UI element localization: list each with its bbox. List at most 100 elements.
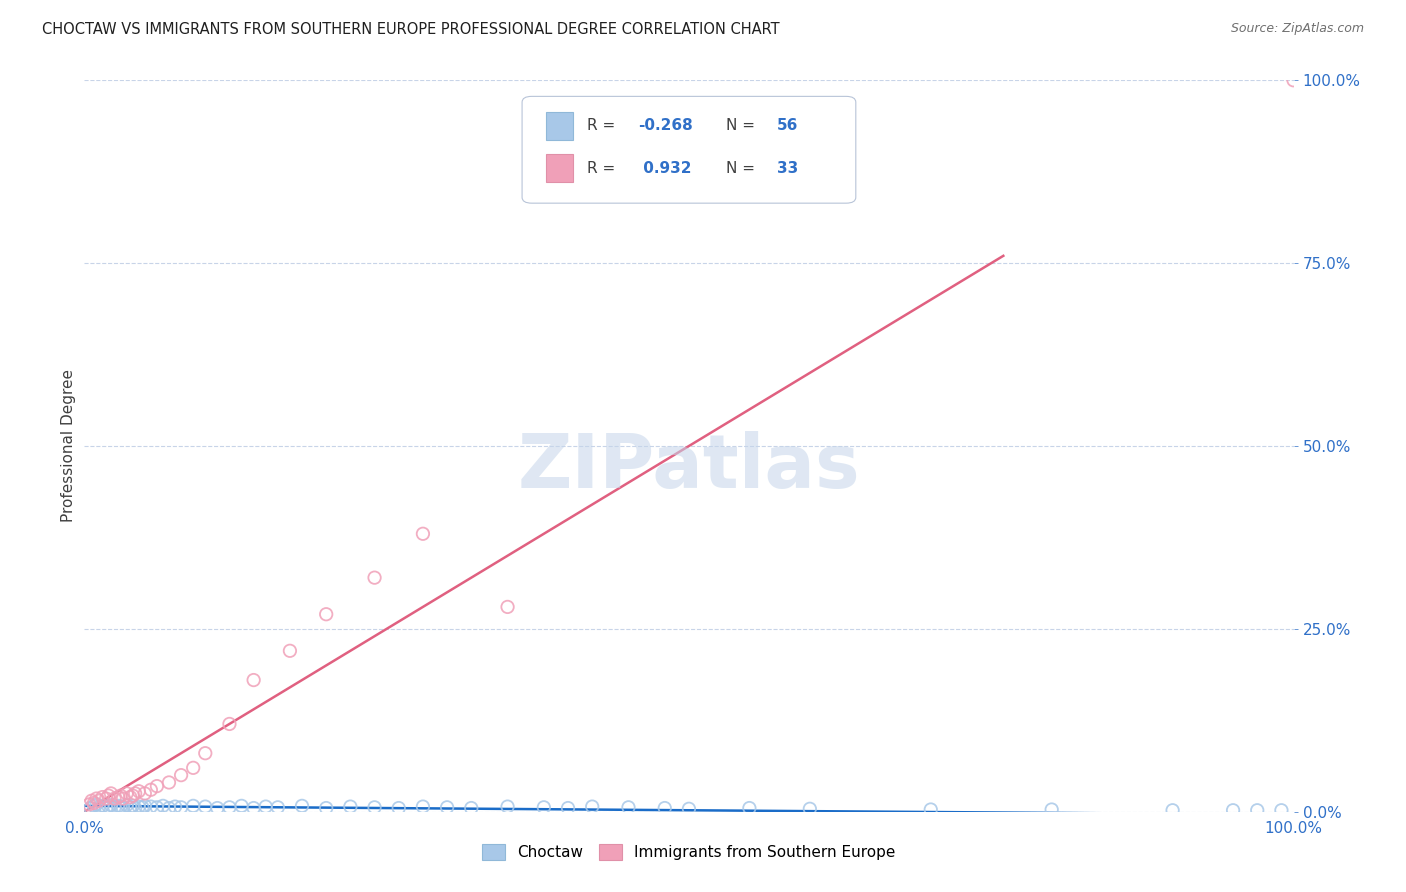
Point xyxy=(139,782,162,797)
Point xyxy=(496,599,519,614)
Point xyxy=(218,717,240,731)
Point xyxy=(86,797,108,812)
Point xyxy=(91,798,114,813)
Point xyxy=(207,801,229,815)
Point xyxy=(315,801,337,815)
Point xyxy=(86,791,108,805)
Point xyxy=(79,801,101,815)
Point xyxy=(94,791,117,805)
Point xyxy=(278,644,301,658)
Point xyxy=(1270,803,1292,817)
Point xyxy=(738,801,761,815)
Point xyxy=(181,798,204,813)
Text: Source: ZipAtlas.com: Source: ZipAtlas.com xyxy=(1230,22,1364,36)
Point xyxy=(110,799,132,814)
Point xyxy=(170,800,193,814)
Text: N =: N = xyxy=(727,118,761,133)
Point xyxy=(460,801,482,815)
Point xyxy=(110,789,132,803)
Point xyxy=(1161,803,1184,817)
Point xyxy=(165,799,187,814)
Point xyxy=(242,801,264,815)
Point xyxy=(104,800,127,814)
Point xyxy=(170,768,193,782)
Point xyxy=(112,791,135,805)
Point xyxy=(920,803,942,817)
Point xyxy=(678,802,700,816)
Point xyxy=(242,673,264,687)
Text: R =: R = xyxy=(588,118,620,133)
Point xyxy=(339,799,361,814)
Point xyxy=(87,800,110,814)
Point xyxy=(100,798,122,813)
Text: 56: 56 xyxy=(778,118,799,133)
Point xyxy=(94,801,117,815)
Text: -0.268: -0.268 xyxy=(638,118,693,133)
Point xyxy=(1040,803,1063,817)
Point xyxy=(107,790,129,805)
Text: R =: R = xyxy=(588,161,620,176)
Point xyxy=(112,801,135,815)
Point xyxy=(124,801,146,815)
Point xyxy=(231,798,253,813)
Text: ZIPatlas: ZIPatlas xyxy=(517,432,860,505)
Point xyxy=(124,787,146,801)
Point xyxy=(363,571,385,585)
Point xyxy=(139,799,162,814)
Point xyxy=(134,798,156,813)
Point xyxy=(581,799,603,814)
Point xyxy=(120,790,142,805)
Point xyxy=(181,761,204,775)
Point xyxy=(87,794,110,808)
Point xyxy=(496,799,519,814)
Point xyxy=(152,798,174,813)
Point xyxy=(412,526,434,541)
Point xyxy=(107,798,129,813)
Point xyxy=(83,798,105,813)
Text: 33: 33 xyxy=(778,161,799,176)
Point xyxy=(146,800,169,814)
Point xyxy=(557,801,579,815)
Point xyxy=(128,799,150,814)
Point xyxy=(1246,803,1268,817)
Point xyxy=(121,798,143,813)
Point xyxy=(146,779,169,793)
Point xyxy=(128,784,150,798)
Point xyxy=(436,800,458,814)
Y-axis label: Professional Degree: Professional Degree xyxy=(60,369,76,523)
FancyBboxPatch shape xyxy=(547,154,572,182)
Point xyxy=(254,799,277,814)
Point xyxy=(412,799,434,814)
Point xyxy=(267,800,290,814)
Point xyxy=(157,801,180,815)
Point xyxy=(799,802,821,816)
Point xyxy=(120,800,142,814)
Point xyxy=(77,797,100,812)
Point xyxy=(315,607,337,622)
Point xyxy=(388,801,411,815)
Text: N =: N = xyxy=(727,161,761,176)
Legend: Choctaw, Immigrants from Southern Europe: Choctaw, Immigrants from Southern Europe xyxy=(477,838,901,866)
Point xyxy=(157,775,180,789)
Point xyxy=(363,800,385,814)
Point xyxy=(291,798,314,813)
Point xyxy=(97,789,120,803)
Point xyxy=(1282,73,1305,87)
Point xyxy=(1222,803,1244,817)
Point xyxy=(617,800,640,814)
Point xyxy=(91,790,114,805)
Point xyxy=(83,796,105,810)
Point xyxy=(218,800,240,814)
Point xyxy=(194,746,217,760)
Point xyxy=(533,800,555,814)
Point xyxy=(104,791,127,805)
Point xyxy=(121,789,143,803)
Point xyxy=(115,787,138,801)
Point xyxy=(115,798,138,813)
Text: 0.932: 0.932 xyxy=(638,161,692,176)
Point xyxy=(80,794,103,808)
FancyBboxPatch shape xyxy=(522,96,856,203)
Point xyxy=(131,800,153,814)
Point xyxy=(654,801,676,815)
Text: CHOCTAW VS IMMIGRANTS FROM SOUTHERN EUROPE PROFESSIONAL DEGREE CORRELATION CHART: CHOCTAW VS IMMIGRANTS FROM SOUTHERN EURO… xyxy=(42,22,780,37)
